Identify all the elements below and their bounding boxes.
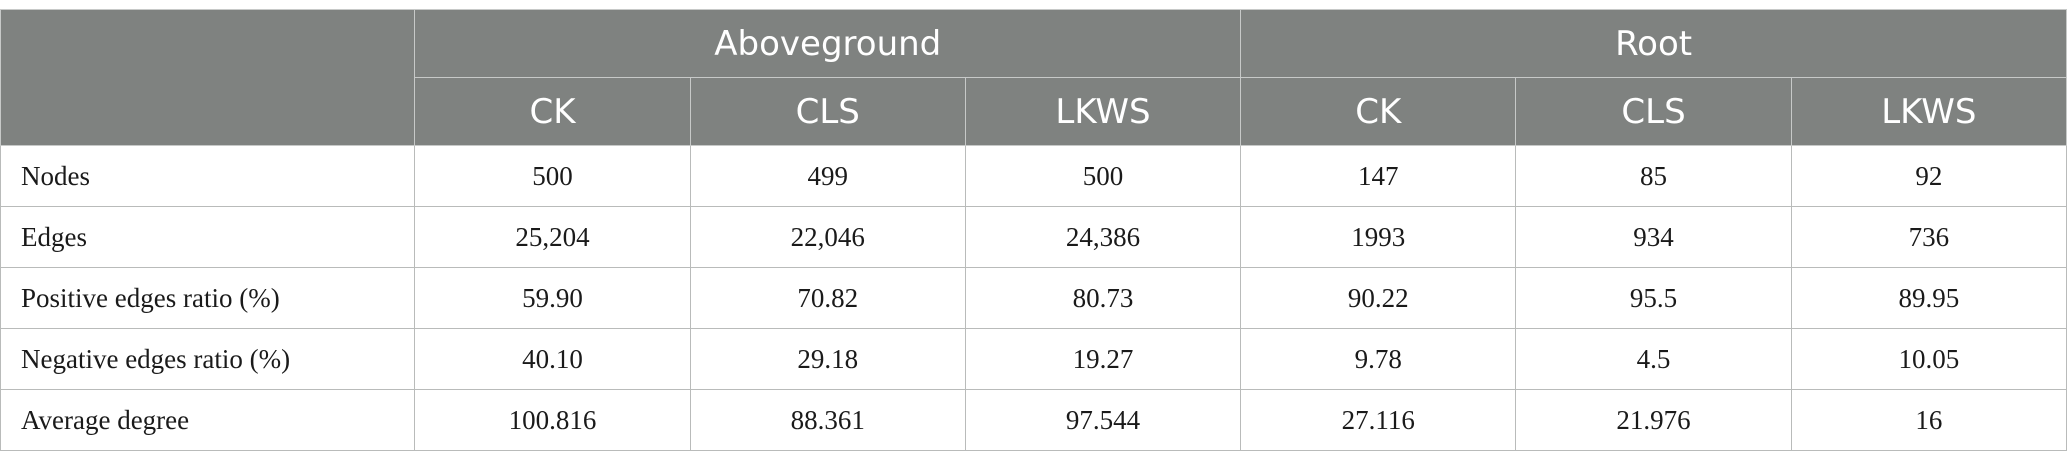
table-row-edges: Edges 25,204 22,046 24,386 1993 934 736 bbox=[0, 206, 2067, 268]
table-row-average-degree: Average degree 100.816 88.361 97.544 27.… bbox=[0, 389, 2067, 451]
table-cell: 95.5 bbox=[1515, 267, 1792, 329]
table-cell: 500 bbox=[414, 145, 691, 207]
table-cell: 21.976 bbox=[1515, 389, 1792, 451]
corner-header-cell bbox=[0, 9, 416, 146]
table-cell: 10.05 bbox=[1790, 328, 2067, 390]
table-cell: 1993 bbox=[1240, 206, 1517, 268]
table-cell: 22,046 bbox=[689, 206, 966, 268]
row-label: Positive edges ratio (%) bbox=[0, 267, 416, 329]
table-cell: 100.816 bbox=[414, 389, 691, 451]
table-cell: 59.90 bbox=[414, 267, 691, 329]
table-cell: 736 bbox=[1790, 206, 2067, 268]
row-label: Edges bbox=[0, 206, 416, 268]
table-cell: 97.544 bbox=[964, 389, 1242, 451]
table-row-positive-edges-ratio: Positive edges ratio (%) 59.90 70.82 80.… bbox=[0, 267, 2067, 329]
table-cell: 19.27 bbox=[964, 328, 1242, 390]
table-cell: 70.82 bbox=[689, 267, 966, 329]
sub-header-root-ck: CK bbox=[1240, 77, 1517, 146]
row-label: Average degree bbox=[0, 389, 416, 451]
row-label: Negative edges ratio (%) bbox=[0, 328, 416, 390]
table-body: Nodes 500 499 500 147 85 92 Edges 25,204… bbox=[0, 145, 2067, 451]
sub-header-aboveground-cls: CLS bbox=[689, 77, 966, 146]
table-cell: 27.116 bbox=[1240, 389, 1517, 451]
table-cell: 25,204 bbox=[414, 206, 691, 268]
sub-header-aboveground-ck: CK bbox=[414, 77, 691, 146]
row-label: Nodes bbox=[0, 145, 416, 207]
table-cell: 85 bbox=[1515, 145, 1792, 207]
table-cell: 89.95 bbox=[1790, 267, 2067, 329]
table-cell: 88.361 bbox=[689, 389, 966, 451]
table-row-negative-edges-ratio: Negative edges ratio (%) 40.10 29.18 19.… bbox=[0, 328, 2067, 390]
group-header-root: Root bbox=[1240, 9, 2067, 78]
network-properties-table-container: Aboveground Root CK CLS LKWS CK CLS LKWS… bbox=[0, 9, 2067, 451]
table-cell: 24,386 bbox=[964, 206, 1242, 268]
table-cell: 500 bbox=[964, 145, 1242, 207]
table-cell: 92 bbox=[1790, 145, 2067, 207]
table-cell: 499 bbox=[689, 145, 966, 207]
table-cell: 90.22 bbox=[1240, 267, 1517, 329]
table-cell: 147 bbox=[1240, 145, 1517, 207]
group-header-row: Aboveground Root bbox=[0, 9, 2067, 146]
table-cell: 934 bbox=[1515, 206, 1792, 268]
sub-header-aboveground-lkws: LKWS bbox=[964, 77, 1242, 146]
table-cell: 80.73 bbox=[964, 267, 1242, 329]
table-cell: 4.5 bbox=[1515, 328, 1792, 390]
table-row-nodes: Nodes 500 499 500 147 85 92 bbox=[0, 145, 2067, 207]
table-cell: 16 bbox=[1790, 389, 2067, 451]
table-header: Aboveground Root CK CLS LKWS CK CLS LKWS bbox=[0, 9, 2067, 146]
sub-header-root-lkws: LKWS bbox=[1790, 77, 2067, 146]
table-cell: 40.10 bbox=[414, 328, 691, 390]
table-cell: 9.78 bbox=[1240, 328, 1517, 390]
group-header-aboveground: Aboveground bbox=[414, 9, 1242, 78]
network-properties-table: Aboveground Root CK CLS LKWS CK CLS LKWS… bbox=[0, 9, 2067, 451]
sub-header-row: CK CLS LKWS CK CLS LKWS bbox=[1, 77, 2067, 146]
table-cell: 29.18 bbox=[689, 328, 966, 390]
sub-header-root-cls: CLS bbox=[1515, 77, 1792, 146]
